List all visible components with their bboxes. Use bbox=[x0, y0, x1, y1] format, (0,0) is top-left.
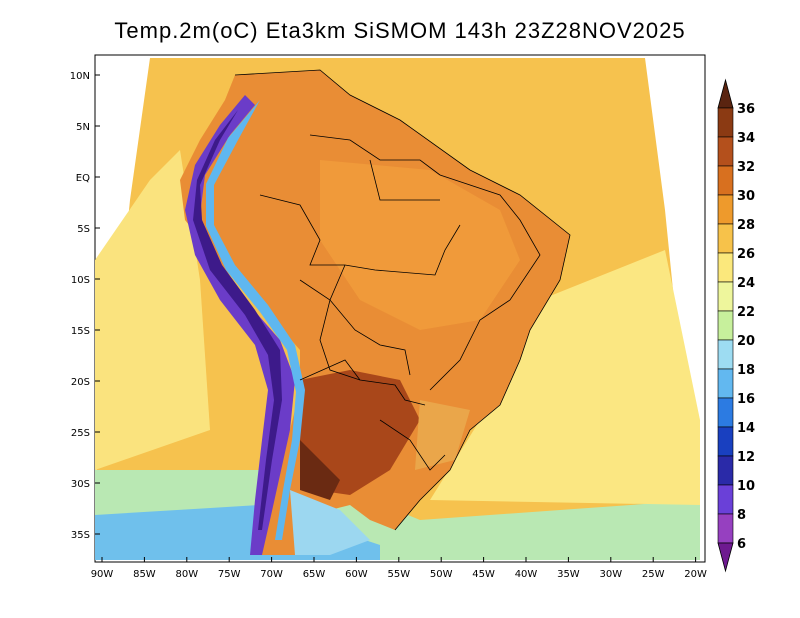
atlantic-mild bbox=[430, 250, 700, 505]
colorbar-bottom-arrow bbox=[717, 542, 734, 573]
lat-label: 20S bbox=[71, 377, 90, 388]
lon-label: 60W bbox=[345, 569, 368, 580]
lon-label: 55W bbox=[387, 569, 410, 580]
colorbar: 36 34 32 30 28 26 24 22 20 18 16 14 12 10 8 6 bbox=[717, 78, 755, 573]
lon-label: 70W bbox=[260, 569, 283, 580]
colorbar-segment bbox=[717, 165, 734, 196]
colorbar-label: 24 bbox=[737, 276, 755, 291]
colorbar-label: 12 bbox=[737, 450, 755, 465]
latitude-ticks: 10N 5N EQ 5S 10S 15S 20S 25S 30S 35S bbox=[70, 71, 100, 541]
patagonia-cool bbox=[290, 490, 370, 555]
lat-label: EQ bbox=[76, 173, 90, 184]
lat-label: 25S bbox=[71, 428, 90, 439]
colorbar-label: 14 bbox=[737, 421, 755, 436]
lon-label: 45W bbox=[472, 569, 495, 580]
lon-label: 50W bbox=[430, 569, 453, 580]
lat-label: 35S bbox=[71, 530, 90, 541]
temperature-field bbox=[95, 58, 700, 560]
lat-label: 5S bbox=[77, 224, 90, 235]
colorbar-label: 22 bbox=[737, 305, 755, 320]
colorbar-label: 32 bbox=[737, 160, 755, 175]
colorbar-segment bbox=[717, 136, 734, 167]
colorbar-label: 26 bbox=[737, 247, 755, 262]
lon-label: 90W bbox=[91, 569, 114, 580]
lat-label: 30S bbox=[71, 479, 90, 490]
andes-cold-ridge bbox=[185, 95, 295, 555]
colorbar-segment bbox=[717, 107, 734, 138]
colorbar-segment bbox=[717, 194, 734, 225]
colorbar-segment bbox=[717, 252, 734, 283]
pacific-mild bbox=[95, 150, 210, 470]
lon-label: 35W bbox=[557, 569, 580, 580]
lon-label: 80W bbox=[175, 569, 198, 580]
lon-label: 85W bbox=[133, 569, 156, 580]
colorbar-segment bbox=[717, 426, 734, 457]
lon-label: 65W bbox=[303, 569, 326, 580]
colorbar-segment bbox=[717, 339, 734, 370]
colorbar-label: 34 bbox=[737, 131, 755, 146]
lat-label: 5N bbox=[76, 122, 90, 133]
colorbar-label: 10 bbox=[737, 479, 755, 494]
colorbar-label: 20 bbox=[737, 334, 755, 349]
longitude-ticks: 90W 85W 80W 75W 70W 65W 60W 55W 50W 45W 40W 35W 30W 2… bbox=[91, 557, 707, 580]
colorbar-segment bbox=[717, 455, 734, 486]
colorbar-segment bbox=[717, 513, 734, 544]
colorbar-top-arrow bbox=[717, 78, 734, 109]
lon-label: 20W bbox=[684, 569, 707, 580]
colorbar-label: 16 bbox=[737, 392, 755, 407]
colorbar-label: 28 bbox=[737, 218, 755, 233]
colorbar-segment bbox=[717, 223, 734, 254]
southeast-brazil-mild bbox=[415, 400, 470, 470]
south-america-land bbox=[180, 70, 570, 555]
argentina-hot bbox=[300, 440, 340, 500]
lon-label: 75W bbox=[218, 569, 241, 580]
lat-label: 15S bbox=[71, 326, 90, 337]
lon-label: 25W bbox=[642, 569, 665, 580]
colorbar-label: 18 bbox=[737, 363, 755, 378]
lon-label: 40W bbox=[515, 569, 538, 580]
colorbar-segment bbox=[717, 281, 734, 312]
colorbar-segment bbox=[717, 397, 734, 428]
lat-label: 10S bbox=[71, 275, 90, 286]
colorbar-label: 8 bbox=[737, 508, 746, 523]
colorbar-segment bbox=[717, 484, 734, 515]
colorbar-label: 36 bbox=[737, 102, 755, 117]
brazil-warm bbox=[320, 160, 520, 330]
colorbar-label: 6 bbox=[737, 537, 746, 552]
central-hot-core bbox=[300, 370, 420, 495]
colorbar-segment bbox=[717, 368, 734, 399]
map-title: Temp.2m(oC) Eta3km SiSMOM 143h 23Z28NOV2… bbox=[114, 18, 686, 43]
lon-label: 30W bbox=[599, 569, 622, 580]
colorbar-segment bbox=[717, 310, 734, 341]
colorbar-label: 30 bbox=[737, 189, 755, 204]
country-borders bbox=[234, 69, 571, 531]
lat-label: 10N bbox=[70, 71, 90, 82]
